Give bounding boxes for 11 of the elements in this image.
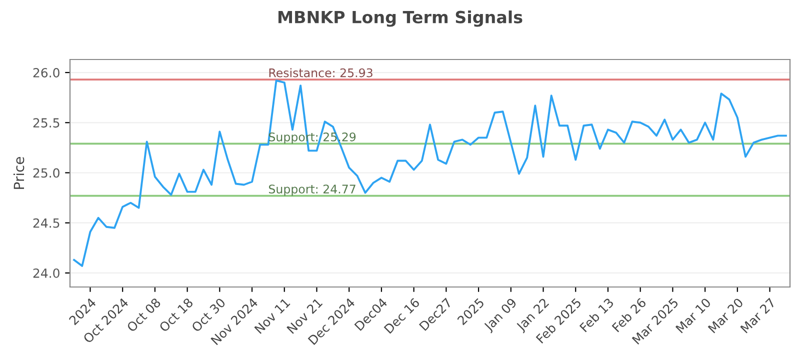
ref-line-label: Resistance: 25.93 (269, 68, 372, 78)
y-axis-title: Price (13, 157, 24, 189)
chart-title: MBNKP Long Term Signals (278, 10, 522, 27)
x-tick-label: Oct 18 (158, 297, 194, 332)
line-series (73, 80, 787, 267)
ref-line-label: Support: 24.77 (268, 184, 356, 196)
y-tick-label: 24.5 (33, 218, 60, 228)
y-tick-label: 25.5 (33, 118, 60, 128)
y-tick-label: 26.0 (33, 68, 60, 78)
y-tick-label: 24.0 (33, 268, 60, 278)
y-tick-label: 25.0 (33, 168, 60, 178)
